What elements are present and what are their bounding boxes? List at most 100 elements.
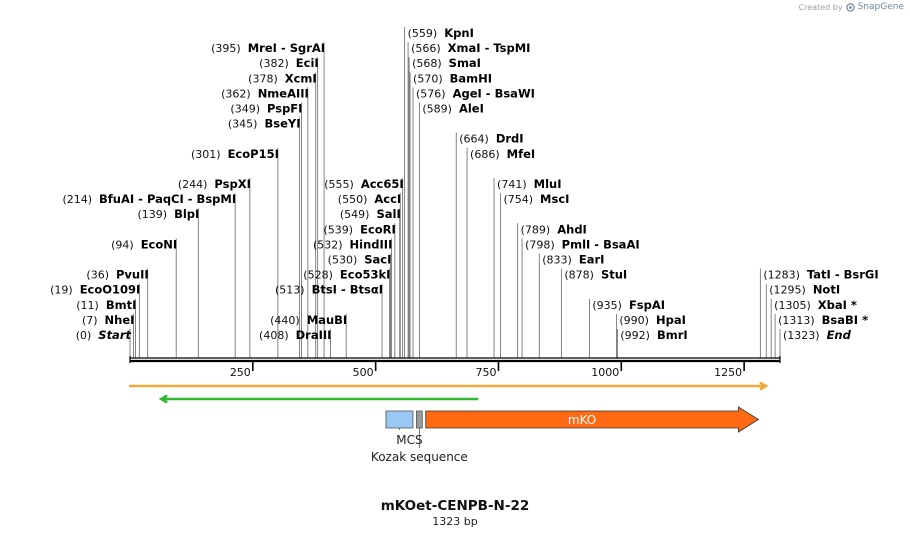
enzyme-label[interactable]: (555) Acc65I xyxy=(324,177,403,191)
enzyme-tati-bsrgi[interactable]: (1283) TatI - BsrGI xyxy=(763,268,878,282)
enzyme-label[interactable]: (686) MfeI xyxy=(470,147,535,161)
enzyme-label[interactable]: (1323) End xyxy=(783,328,852,342)
enzyme-label[interactable]: (992) BmrI xyxy=(620,328,687,342)
enzyme-label[interactable]: (528) Eco53kI xyxy=(303,268,390,282)
enzyme-label[interactable]: (244) PspXI xyxy=(178,177,251,191)
mko-feature-arrow[interactable] xyxy=(425,406,760,433)
enzyme-pvuii[interactable]: (36) PvuII xyxy=(86,268,148,282)
enzyme-draiii[interactable]: (408) DraIII xyxy=(259,328,331,342)
enzyme-pspfi[interactable]: (349) PspFI xyxy=(230,102,302,116)
enzyme-label[interactable]: (19) EcoO109I xyxy=(50,283,140,297)
enzyme-end[interactable]: (1323) End xyxy=(783,328,852,342)
enzyme-acc65i[interactable]: (555) Acc65I xyxy=(324,177,403,191)
enzyme-label[interactable]: (11) BmtI xyxy=(76,298,136,312)
enzyme-label[interactable]: (576) AgeI - BsaWI xyxy=(416,86,535,100)
enzyme-label[interactable]: (408) DraIII xyxy=(259,328,331,342)
enzyme-label[interactable]: (568) SmaI xyxy=(412,56,481,70)
enzyme-label[interactable]: (139) BlpI xyxy=(137,207,199,221)
enzyme-label[interactable]: (549) SalI xyxy=(340,207,401,221)
enzyme-label[interactable]: (214) BfuAI - PaqCI - BspMI xyxy=(62,192,236,206)
enzyme-ecop15i[interactable]: (301) EcoP15I xyxy=(191,147,279,161)
enzyme-xcmi[interactable]: (378) XcmI xyxy=(248,71,317,85)
enzyme-econi[interactable]: (94) EcoNI xyxy=(111,237,177,251)
enzyme-label[interactable]: (513) BtsI - BtsαI xyxy=(275,283,383,297)
enzyme-label[interactable]: (345) BseYI xyxy=(228,117,301,131)
enzyme-stui[interactable]: (878) StuI xyxy=(564,268,627,282)
mcs-feature[interactable] xyxy=(385,410,414,429)
kozak-feature[interactable] xyxy=(416,410,423,429)
enzyme-bmti[interactable]: (11) BmtI xyxy=(76,298,136,312)
enzyme-bmri[interactable]: (992) BmrI xyxy=(620,328,687,342)
enzyme-label[interactable]: (550) AccI xyxy=(338,192,401,206)
enzyme-label[interactable]: (589) AleI xyxy=(422,102,484,116)
enzyme-start[interactable]: (0) Start xyxy=(76,328,132,342)
enzyme-label[interactable]: (1305) XbaI * xyxy=(774,298,857,312)
enzyme-label[interactable]: (395) MreI - SgrAI xyxy=(211,41,325,55)
enzyme-label[interactable]: (990) HpaI xyxy=(619,313,686,327)
enzyme-label[interactable]: (1295) NotI xyxy=(769,283,840,297)
enzyme-label[interactable]: (833) EarI xyxy=(542,253,604,267)
enzyme-label[interactable]: (754) MscI xyxy=(503,192,569,206)
orf-reverse-arrow[interactable] xyxy=(158,394,479,404)
enzyme-sali[interactable]: (549) SalI xyxy=(340,207,401,221)
enzyme-label[interactable]: (1283) TatI - BsrGI xyxy=(763,268,878,282)
enzyme-label[interactable]: (382) EciI xyxy=(259,56,319,70)
enzyme-nhei[interactable]: (7) NheI xyxy=(82,313,134,327)
enzyme-label[interactable]: (559) KpnI xyxy=(408,26,474,40)
enzyme-label[interactable]: (532) HindIII xyxy=(313,237,392,251)
enzyme-nmeaiii[interactable]: (362) NmeAIII xyxy=(221,86,309,100)
enzyme-pspxi[interactable]: (244) PspXI xyxy=(178,177,251,191)
enzyme-label[interactable]: (440) MauBI xyxy=(270,313,347,327)
enzyme-fspai[interactable]: (935) FspAI xyxy=(592,298,665,312)
enzyme-alei[interactable]: (589) AleI xyxy=(422,102,484,116)
enzyme-hpai[interactable]: (990) HpaI xyxy=(619,313,686,327)
enzyme-label[interactable]: (570) BamHI xyxy=(413,71,492,85)
enzyme-label[interactable]: (301) EcoP15I xyxy=(191,147,279,161)
enzyme-btsi-bts-i[interactable]: (513) BtsI - BtsαI xyxy=(275,283,383,297)
enzyme-ecori[interactable]: (539) EcoRI xyxy=(324,222,396,236)
enzyme-label[interactable]: (798) PmlI - BsaAI xyxy=(525,237,640,251)
enzyme-smai[interactable]: (568) SmaI xyxy=(412,56,481,70)
enzyme-label[interactable]: (362) NmeAIII xyxy=(221,86,309,100)
enzyme-label[interactable]: (664) DrdI xyxy=(459,132,523,146)
enzyme-xmai-tspmi[interactable]: (566) XmaI - TspMI xyxy=(411,41,530,55)
enzyme-ecii[interactable]: (382) EciI xyxy=(259,56,319,70)
enzyme-label[interactable]: (0) Start xyxy=(76,328,132,342)
enzyme-label[interactable]: (566) XmaI - TspMI xyxy=(411,41,530,55)
enzyme-ahdi[interactable]: (789) AhdI xyxy=(521,222,587,236)
enzyme-label[interactable]: (789) AhdI xyxy=(521,222,587,236)
enzyme-eco53ki[interactable]: (528) Eco53kI xyxy=(303,268,390,282)
enzyme-bamhi[interactable]: (570) BamHI xyxy=(413,71,492,85)
orf-reverse[interactable] xyxy=(158,394,479,404)
enzyme-label[interactable]: (94) EcoNI xyxy=(111,237,177,251)
enzyme-bfuai-paqci-bspmi[interactable]: (214) BfuAI - PaqCI - BspMI xyxy=(62,192,236,206)
orf-forward-arrow[interactable] xyxy=(129,381,769,391)
enzyme-mfei[interactable]: (686) MfeI xyxy=(470,147,535,161)
enzyme-pmli-bsaai[interactable]: (798) PmlI - BsaAI xyxy=(525,237,640,251)
enzyme-mlui[interactable]: (741) MluI xyxy=(497,177,561,191)
enzyme-bsabi[interactable]: (1313) BsaBI * xyxy=(778,313,868,327)
enzyme-eari[interactable]: (833) EarI xyxy=(542,253,604,267)
enzyme-drdi[interactable]: (664) DrdI xyxy=(459,132,523,146)
enzyme-label[interactable]: (741) MluI xyxy=(497,177,561,191)
enzyme-label[interactable]: (36) PvuII xyxy=(86,268,148,282)
enzyme-maubi[interactable]: (440) MauBI xyxy=(270,313,347,327)
enzyme-label[interactable]: (878) StuI xyxy=(564,268,627,282)
enzyme-msci[interactable]: (754) MscI xyxy=(503,192,569,206)
enzyme-kpni[interactable]: (559) KpnI xyxy=(408,26,474,40)
enzyme-ecoo109i[interactable]: (19) EcoO109I xyxy=(50,283,140,297)
enzyme-label[interactable]: (539) EcoRI xyxy=(324,222,396,236)
orf-forward[interactable] xyxy=(129,381,769,391)
enzyme-hindiii[interactable]: (532) HindIII xyxy=(313,237,392,251)
enzyme-xbai[interactable]: (1305) XbaI * xyxy=(774,298,857,312)
enzyme-label[interactable]: (1313) BsaBI * xyxy=(778,313,868,327)
enzyme-label[interactable]: (935) FspAI xyxy=(592,298,665,312)
enzyme-label[interactable]: (530) SacI xyxy=(328,253,392,267)
enzyme-noti[interactable]: (1295) NotI xyxy=(769,283,840,297)
enzyme-blpi[interactable]: (139) BlpI xyxy=(137,207,199,221)
enzyme-agei-bsawi[interactable]: (576) AgeI - BsaWI xyxy=(416,86,535,100)
enzyme-mrei-sgrai[interactable]: (395) MreI - SgrAI xyxy=(211,41,325,55)
enzyme-saci[interactable]: (530) SacI xyxy=(328,253,392,267)
enzyme-label[interactable]: (7) NheI xyxy=(82,313,134,327)
enzyme-label[interactable]: (349) PspFI xyxy=(230,102,302,116)
